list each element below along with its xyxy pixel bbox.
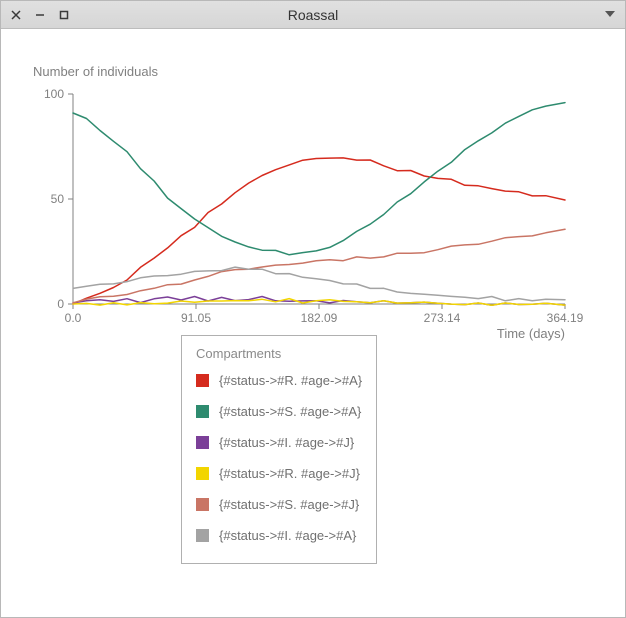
legend-label: {#status->#I. #age->#J}: [219, 435, 354, 450]
series-i-a: [73, 267, 565, 301]
x-axis-title: Time (days): [497, 326, 565, 341]
legend-label: {#status->#S. #age->#J}: [219, 497, 359, 512]
x-tick-label: 91.05: [181, 311, 211, 325]
y-tick-label: 50: [51, 192, 65, 206]
titlebar-controls: [1, 8, 71, 22]
legend-label: {#status->#R. #age->#J}: [219, 466, 360, 481]
series-r-a: [73, 158, 565, 304]
legend-item: {#status->#I. #age->#A}: [196, 528, 362, 543]
chart-canvas: Number of individuals 0 50 100 0.0 91.05 182.0…: [1, 29, 625, 617]
series-s-j: [73, 229, 565, 303]
x-tick-label: 364.19: [547, 311, 584, 325]
series-s-a: [73, 103, 565, 255]
legend-swatch: [196, 467, 209, 480]
menu-icon[interactable]: [605, 11, 625, 19]
maximize-icon[interactable]: [57, 8, 71, 22]
window-title: Roassal: [1, 7, 625, 23]
legend-swatch: [196, 436, 209, 449]
y-tick-label: 100: [44, 87, 64, 101]
legend-label: {#status->#I. #age->#A}: [219, 528, 356, 543]
minimize-icon[interactable]: [33, 8, 47, 22]
x-tick-label: 273.14: [424, 311, 461, 325]
legend-item: {#status->#R. #age->#J}: [196, 466, 362, 481]
legend-swatch: [196, 529, 209, 542]
legend-title: Compartments: [196, 346, 362, 361]
x-tick-label: 182.09: [301, 311, 338, 325]
legend-label: {#status->#S. #age->#A}: [219, 404, 361, 419]
app-window: Roassal Number of individuals 0 50 100 0.0 91…: [0, 0, 626, 618]
y-tick-label: 0: [57, 297, 64, 311]
legend-item: {#status->#S. #age->#J}: [196, 497, 362, 512]
close-icon[interactable]: [9, 8, 23, 22]
legend-label: {#status->#R. #age->#A}: [219, 373, 362, 388]
titlebar: Roassal: [1, 1, 625, 29]
legend-swatch: [196, 374, 209, 387]
legend-swatch: [196, 405, 209, 418]
legend-item: {#status->#I. #age->#J}: [196, 435, 362, 450]
y-axis-title: Number of individuals: [33, 64, 159, 79]
legend-item: {#status->#S. #age->#A}: [196, 404, 362, 419]
x-tick-label: 0.0: [65, 311, 82, 325]
legend-item: {#status->#R. #age->#A}: [196, 373, 362, 388]
legend-swatch: [196, 498, 209, 511]
legend: Compartments {#status->#R. #age->#A} {#st…: [181, 335, 377, 564]
